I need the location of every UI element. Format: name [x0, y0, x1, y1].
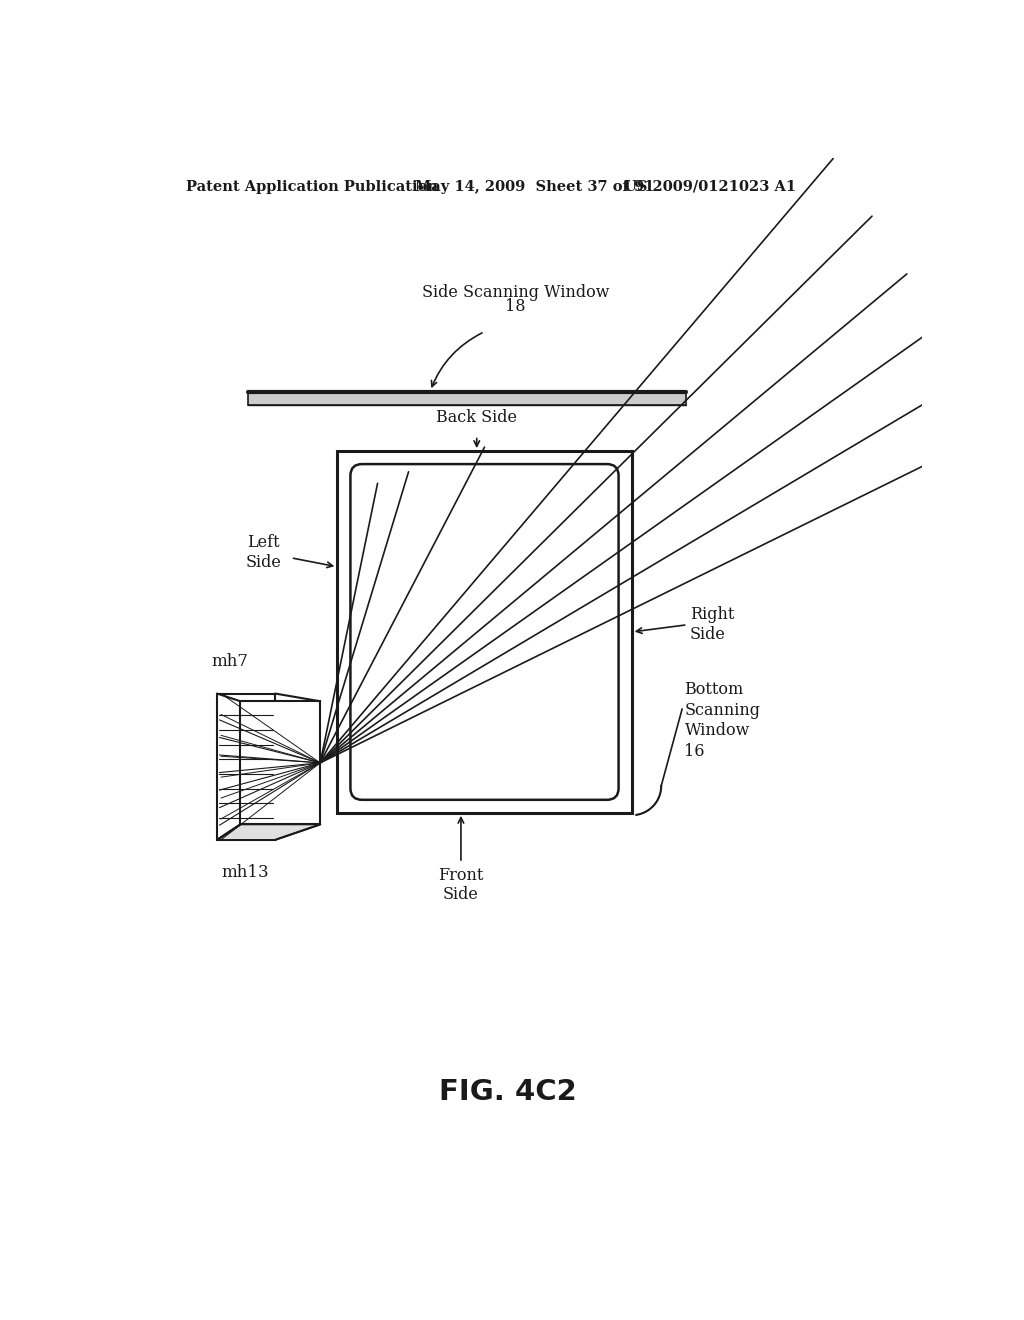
Text: Right
Side: Right Side: [690, 606, 734, 643]
Text: 18: 18: [505, 298, 525, 314]
Text: Patent Application Publication: Patent Application Publication: [186, 180, 438, 194]
Text: May 14, 2009  Sheet 37 of 91: May 14, 2009 Sheet 37 of 91: [415, 180, 654, 194]
Polygon shape: [241, 701, 321, 825]
Text: Bottom
Scanning
Window
16: Bottom Scanning Window 16: [684, 681, 761, 760]
FancyBboxPatch shape: [350, 465, 618, 800]
Text: Back Side: Back Side: [436, 409, 517, 426]
Polygon shape: [217, 693, 275, 840]
Text: US 2009/0121023 A1: US 2009/0121023 A1: [624, 180, 796, 194]
Bar: [337, 451, 632, 813]
Text: mh13: mh13: [221, 863, 268, 880]
Polygon shape: [217, 825, 321, 840]
Text: mh7: mh7: [212, 652, 249, 669]
Text: Side Scanning Window: Side Scanning Window: [422, 284, 609, 301]
Text: Left
Side: Left Side: [246, 535, 282, 570]
Bar: [248, 392, 686, 405]
Text: Front
Side: Front Side: [438, 867, 483, 903]
Text: FIG. 4C2: FIG. 4C2: [439, 1077, 577, 1106]
